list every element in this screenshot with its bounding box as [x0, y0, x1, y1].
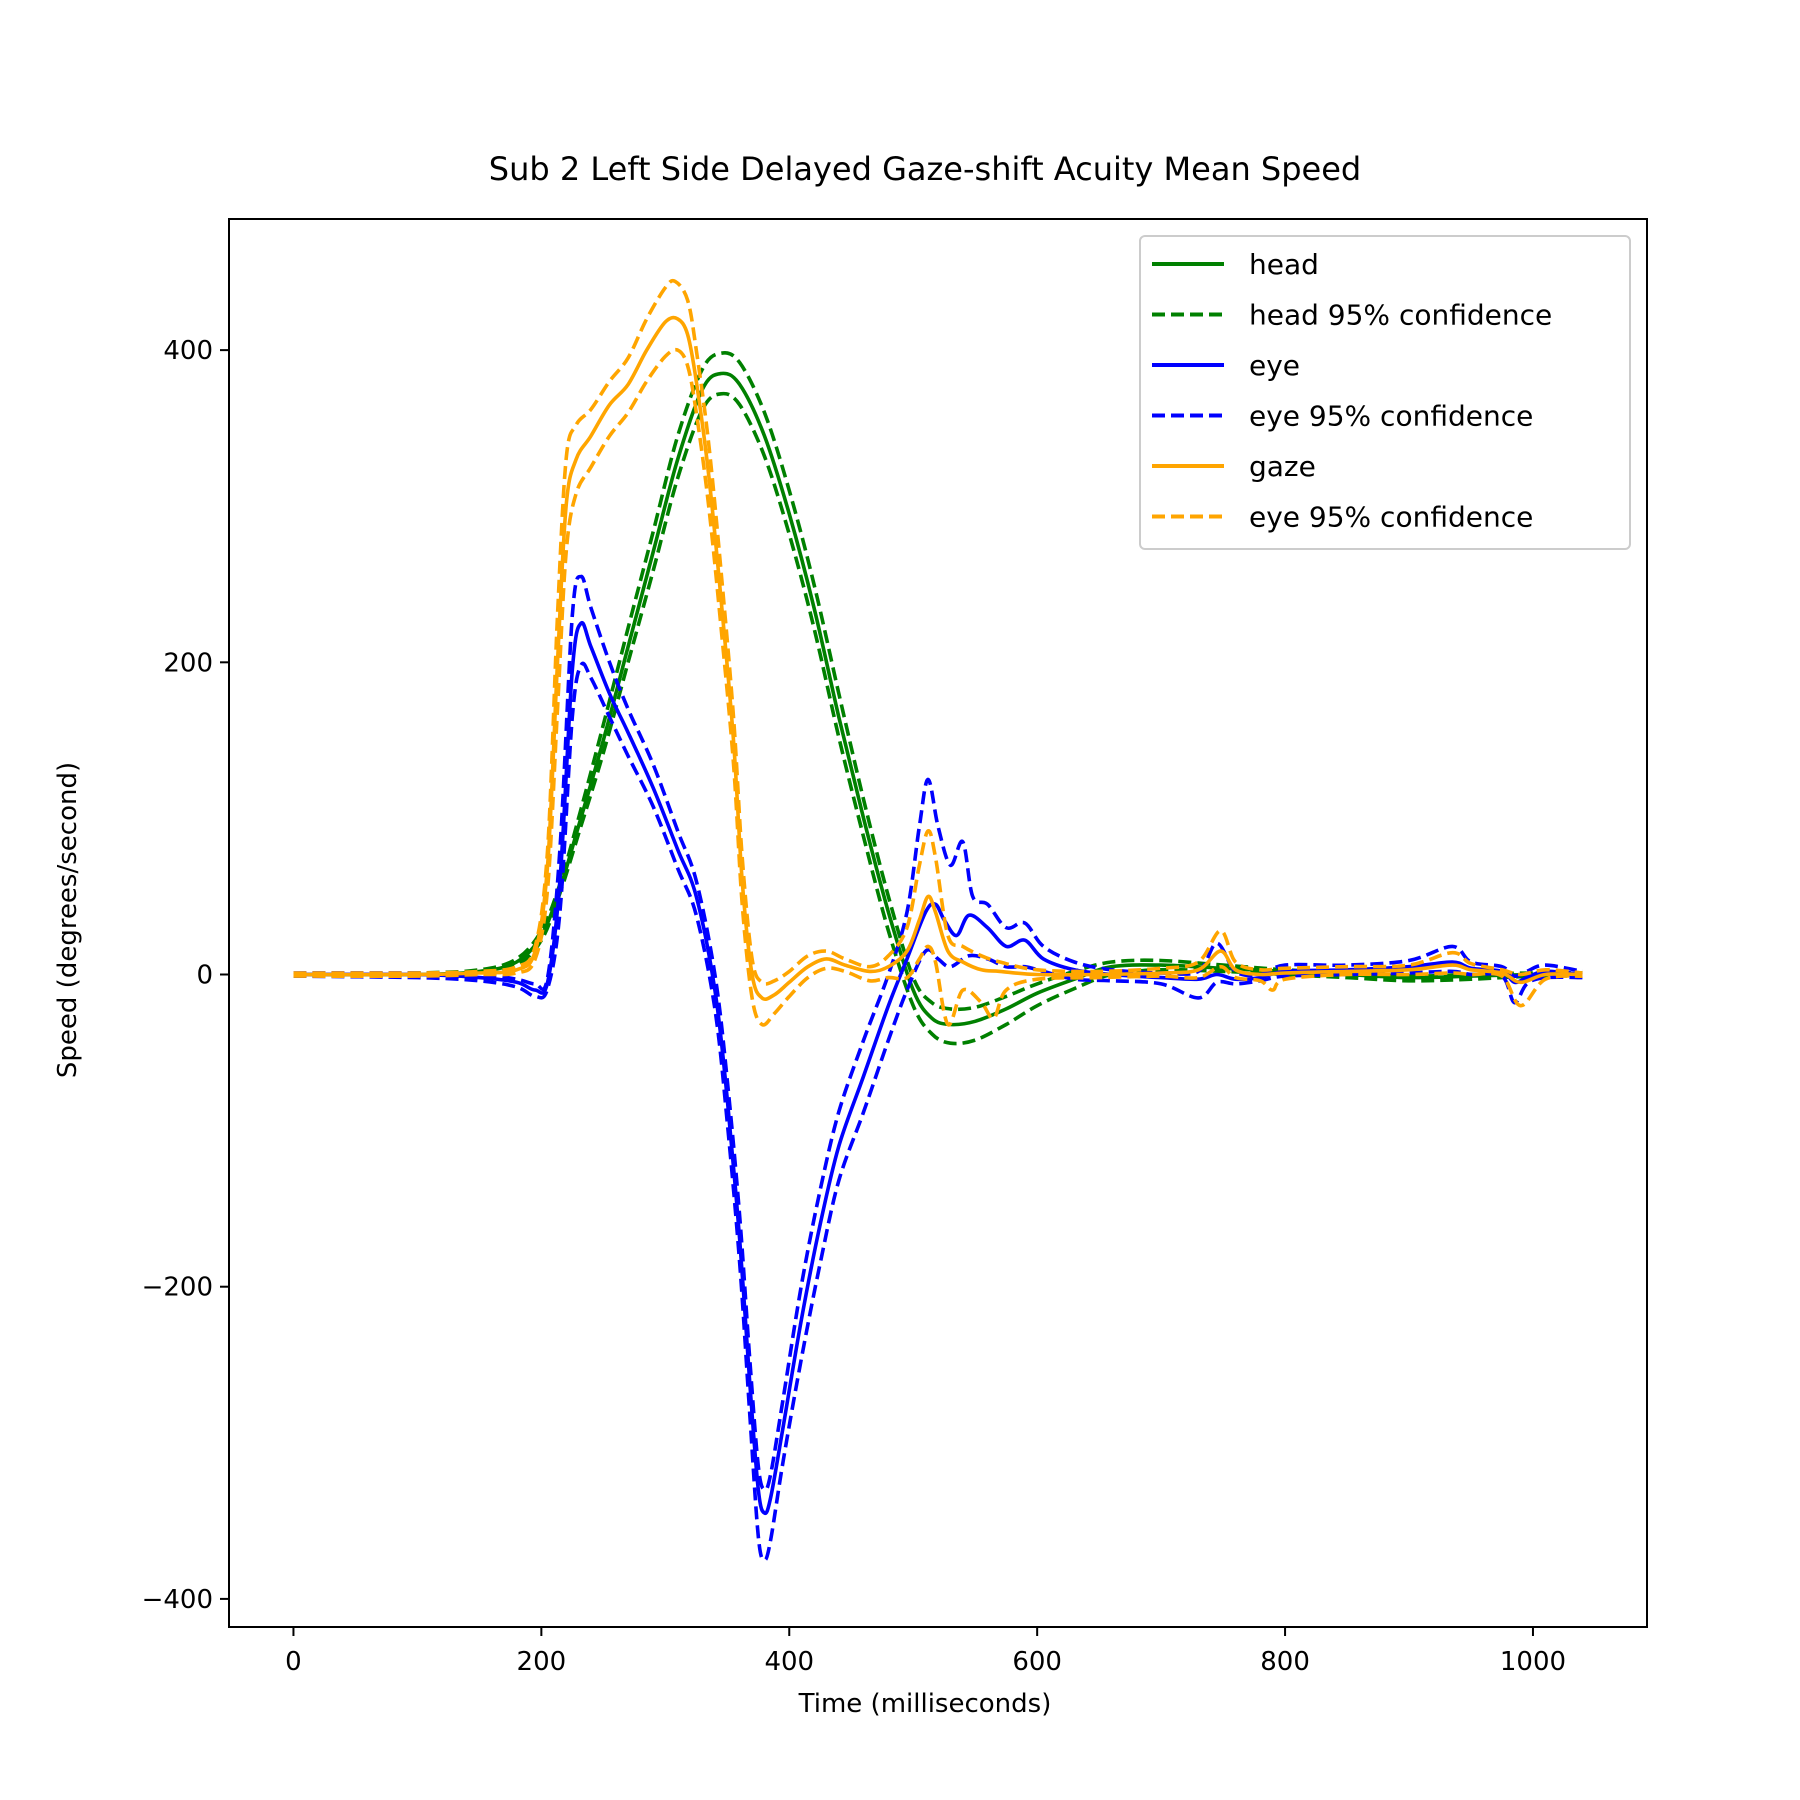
y-tick-label: 400 [163, 336, 213, 366]
legend-label: head 95% confidence [1249, 299, 1552, 332]
y-tick-label: 0 [196, 961, 213, 991]
plot-frame [228, 218, 1648, 1628]
series-line-gaze-95-confidence-upper [293, 278, 1583, 986]
legend-label: eye [1249, 349, 1300, 382]
series-line-eye-95-confidence-lower [293, 661, 1583, 1562]
chart-title: Sub 2 Left Side Delayed Gaze-shift Acuit… [489, 150, 1361, 188]
legend-label: gaze [1249, 450, 1316, 483]
x-tick-label: 200 [517, 1647, 567, 1677]
x-tick-label: 1000 [1500, 1647, 1566, 1677]
axis-layer: 0 200 400 600 800 1000 −400 −200 0 200 400 [142, 218, 1648, 1677]
x-tick-label: 0 [285, 1647, 302, 1677]
x-tick-label: 600 [1012, 1647, 1062, 1677]
y-tick-label: 200 [163, 648, 213, 678]
y-tick-label: −400 [142, 1585, 213, 1615]
legend-label: eye 95% confidence [1249, 400, 1533, 433]
legend-label: eye 95% confidence [1249, 501, 1533, 534]
x-tick-label: 800 [1260, 1647, 1310, 1677]
series-layer [293, 278, 1583, 1562]
legend: head head 95% confidence eye eye 95% confid… [1139, 235, 1631, 550]
legend-label: head [1249, 248, 1319, 281]
series-line-head-95-confidence-lower [293, 391, 1583, 1046]
x-tick-label: 400 [764, 1647, 814, 1677]
series-line-gaze-95-confidence-lower [293, 347, 1583, 1027]
y-axis-label: Speed (degrees/second) [53, 762, 83, 1078]
y-tick-label: −200 [142, 1273, 213, 1303]
series-line-head [293, 371, 1583, 1027]
x-axis-label: Time (milliseconds) [798, 1689, 1052, 1719]
legend-box [1139, 235, 1631, 550]
series-line-gaze [293, 315, 1583, 1002]
